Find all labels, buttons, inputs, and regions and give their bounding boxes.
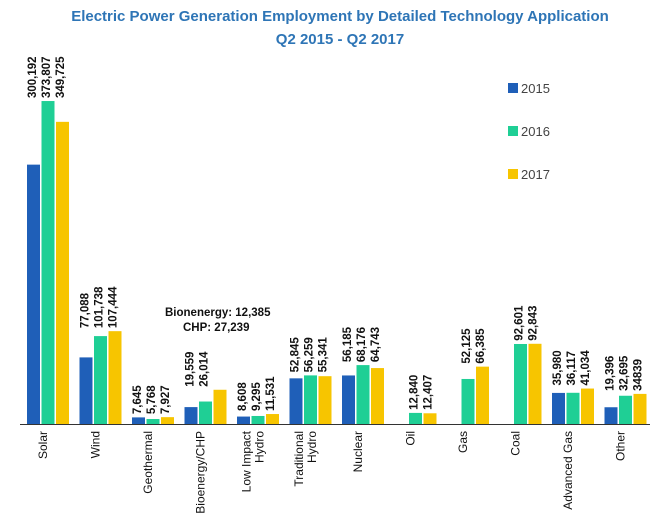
- chart-title: Electric Power Generation Employment by …: [71, 8, 609, 25]
- bar-bioenergy-chp-2017: [213, 389, 227, 424]
- category-label-bioenergy-chp: Bioenergy/CHP: [194, 431, 208, 514]
- bar-bioenergy-chp-2016: [199, 401, 212, 424]
- value-label-nuclear-2016: 68,176: [356, 327, 368, 362]
- bar-geothermal-2015: [132, 417, 145, 424]
- value-label-geothermal-2015: 7,645: [132, 385, 144, 414]
- value-label-nuclear-2017: 64,743: [370, 327, 382, 362]
- value-label-low-impact-hydro-2017: 11,531: [265, 376, 277, 411]
- category-labels-group: Solar Wind Geothermal Bioenergy/CHP Low Impa…: [36, 430, 628, 513]
- bar-traditional-hydro-2016: [304, 375, 317, 424]
- value-label-other-2015: 19,396: [605, 356, 617, 391]
- bars-group: [27, 101, 647, 425]
- category-label-nuclear: Nuclear: [351, 431, 365, 472]
- bar-wind-2015: [79, 357, 93, 424]
- legend-swatch-2015: [508, 83, 518, 93]
- value-label-low-impact-hydro-2015: 8,608: [237, 382, 249, 411]
- value-label-solar-2016: 373,807: [41, 56, 53, 98]
- bar-gas-2016: [461, 378, 475, 424]
- bar-gas-2017: [476, 366, 489, 424]
- bar-nuclear-2016: [356, 365, 370, 424]
- chp-annotation: CHP: 27,239: [183, 322, 249, 334]
- value-label-other-2017: 34839: [633, 359, 645, 391]
- category-label-traditional-hydro-line2: Hydro: [305, 431, 319, 463]
- value-label-geothermal-2017: 7,927: [160, 385, 172, 414]
- value-label-oil-2016: 12,840: [409, 375, 421, 410]
- value-label-oil-2017: 12,407: [423, 375, 435, 410]
- bar-low-impact-hydro-2016: [251, 415, 265, 424]
- category-label-other: Other: [614, 431, 628, 461]
- bar-geothermal-2016: [146, 419, 160, 424]
- bar-low-impact-hydro-2017: [266, 414, 279, 424]
- value-label-traditional-hydro-2016: 56,259: [304, 337, 316, 372]
- value-label-coal-2017: 92,843: [528, 306, 540, 341]
- legend-label-2015: 2015: [521, 81, 550, 96]
- category-label-gas: Gas: [456, 431, 470, 453]
- legend-label-2016: 2016: [521, 124, 550, 139]
- category-label-advanced-gas: Advanced Gas: [561, 431, 575, 510]
- value-label-advanced-gas-2015: 35,980: [552, 350, 564, 385]
- bar-wind-2016: [94, 336, 107, 424]
- bar-nuclear-2017: [371, 368, 384, 424]
- value-label-nuclear-2015: 56,185: [342, 326, 354, 362]
- value-label-solar-2017: 349,725: [55, 56, 67, 98]
- chart-subtitle: Q2 2015 - Q2 2017: [276, 31, 404, 48]
- bar-coal-2017: [528, 343, 542, 424]
- category-label-low-impact-hydro-line2: Hydro: [253, 431, 267, 463]
- bar-nuclear-2015: [342, 375, 355, 424]
- bar-advanced-gas-2015: [552, 392, 565, 424]
- legend-swatch-2016: [508, 126, 518, 136]
- legend: 2015 2016 2017: [508, 81, 550, 182]
- value-label-bioenergy-chp-2015: 19,559: [185, 352, 197, 387]
- category-label-wind: Wind: [89, 431, 103, 458]
- bar-bioenergy-chp-2015: [184, 407, 198, 424]
- category-label-geothermal: Geothermal: [141, 431, 155, 494]
- value-label-gas-2017: 66,385: [475, 328, 487, 364]
- value-label-traditional-hydro-2017: 55,341: [318, 337, 330, 373]
- value-label-geothermal-2016: 5,768: [146, 385, 158, 414]
- bar-low-impact-hydro-2015: [237, 416, 250, 424]
- bar-advanced-gas-2017: [581, 388, 594, 424]
- bar-coal-2016: [514, 343, 527, 424]
- bioenergy-annotation: Bionenergy: 12,385: [165, 307, 271, 319]
- bar-traditional-hydro-2015: [289, 378, 303, 424]
- legend-swatch-2017: [508, 169, 518, 179]
- value-label-wind-2016: 101,738: [94, 286, 106, 328]
- value-label-low-impact-hydro-2016: 9,295: [251, 382, 263, 411]
- bar-geothermal-2017: [161, 417, 174, 424]
- value-label-traditional-hydro-2015: 52,845: [290, 337, 302, 373]
- bar-other-2016: [619, 395, 632, 424]
- bar-wind-2017: [108, 331, 122, 424]
- bar-solar-2017: [56, 121, 69, 425]
- value-label-wind-2017: 107,444: [108, 286, 120, 328]
- value-label-solar-2015: 300,192: [27, 56, 39, 98]
- bar-other-2015: [604, 407, 618, 424]
- value-labels-group: 300,192 373,807 349,725 77,088 101,738 107,44…: [27, 56, 645, 414]
- category-label-low-impact-hydro-line1: Low Impact: [240, 430, 254, 492]
- category-label-traditional-hydro-line1: Traditional: [292, 431, 306, 487]
- value-label-gas-2016: 52,125: [461, 328, 473, 364]
- category-label-oil: Oil: [404, 431, 418, 446]
- value-label-advanced-gas-2017: 41,034: [580, 350, 592, 386]
- bar-traditional-hydro-2017: [318, 376, 332, 424]
- bar-solar-2016: [41, 101, 55, 424]
- bar-oil-2016: [409, 412, 422, 424]
- legend-label-2017: 2017: [521, 167, 550, 182]
- value-label-advanced-gas-2016: 36,117: [566, 351, 578, 386]
- bar-advanced-gas-2016: [566, 392, 580, 424]
- value-label-wind-2015: 77,088: [80, 292, 92, 328]
- category-label-coal: Coal: [509, 431, 523, 456]
- bar-solar-2015: [27, 164, 40, 425]
- value-label-bioenergy-chp-2016: 26,014: [199, 351, 211, 387]
- value-label-other-2016: 32,695: [619, 355, 631, 391]
- bar-other-2017: [633, 393, 647, 424]
- value-label-coal-2016: 92,601: [514, 305, 526, 341]
- category-label-solar: Solar: [36, 431, 50, 459]
- bar-oil-2017: [423, 413, 437, 424]
